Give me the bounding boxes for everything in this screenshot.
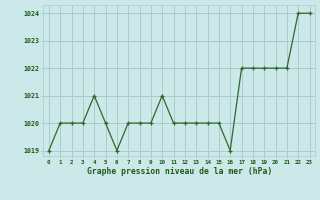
X-axis label: Graphe pression niveau de la mer (hPa): Graphe pression niveau de la mer (hPa) [87, 167, 272, 176]
